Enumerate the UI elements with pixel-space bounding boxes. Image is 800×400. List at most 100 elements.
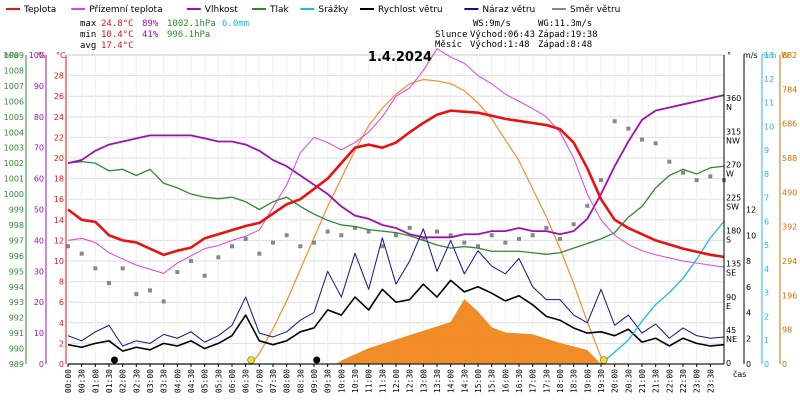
- x-tick-label: 22:00: [665, 369, 674, 393]
- unit-ms: m/s: [743, 51, 758, 60]
- wind-direction-point: [626, 126, 631, 131]
- deg-tick-label: 315: [726, 127, 741, 136]
- x-tick-label: 16:00: [501, 369, 510, 393]
- x-tick-label: 15:00: [474, 369, 483, 393]
- hpa-tick-label: 1002: [4, 159, 24, 168]
- wind-speed-line: [67, 279, 725, 352]
- pct-tick-label: 0: [39, 360, 44, 369]
- x-tick-label: 20:30: [624, 369, 633, 393]
- x-tick-label: 21:30: [652, 369, 661, 393]
- wind-direction-point: [653, 141, 658, 146]
- info-ws: WS:9m/s: [473, 19, 511, 29]
- mm-tick-label: 13: [764, 51, 774, 60]
- stats-min-label: min: [80, 30, 96, 40]
- x-tick-label: 03:30: [160, 369, 169, 393]
- x-tick-label: 08:00: [283, 369, 292, 393]
- hpa-tick-label: 1006: [4, 97, 24, 106]
- wind-direction-point: [312, 240, 316, 245]
- pct-tick-label: 30: [34, 267, 44, 276]
- wind-direction-point: [558, 236, 562, 241]
- info-wg: WG:11.3m/s: [538, 19, 592, 29]
- wind-direction-point: [257, 251, 262, 256]
- plot-series: [66, 48, 726, 365]
- unit-time: čas: [733, 369, 746, 379]
- pct-tick-label: 70: [34, 144, 44, 153]
- ms-tick-label: 12: [746, 206, 756, 215]
- wind-direction-point: [66, 244, 70, 249]
- temp-tick-label: 12: [54, 236, 64, 245]
- wind-direction-point: [681, 170, 685, 175]
- wind-direction-point: [339, 233, 344, 238]
- wind-direction-point: [448, 233, 453, 238]
- x-tick-label: 01:00: [91, 369, 100, 393]
- pct-tick-label: 100: [29, 51, 44, 60]
- wind-direction-point: [366, 229, 371, 234]
- wind-direction-point: [107, 281, 111, 286]
- stats-max-rain: 6.0mm: [222, 19, 249, 29]
- wind-direction-point: [394, 233, 398, 238]
- mm-tick-label: 7: [764, 194, 769, 203]
- wind-direction-point: [708, 174, 713, 179]
- unit-hpa: hPa: [4, 51, 19, 60]
- x-tick-label: 04:00: [173, 369, 182, 393]
- hpa-tick-label: 999: [9, 206, 24, 215]
- x-tick-label: 17:30: [542, 369, 551, 393]
- mm-tick-label: 11: [764, 99, 774, 108]
- temp-tick-label: 8: [59, 278, 64, 287]
- pct-tick-label: 50: [34, 206, 44, 215]
- wm2-tick-label: 196: [782, 291, 797, 300]
- x-tick-label: 22:30: [679, 369, 688, 393]
- temp-tick-label: 14: [54, 216, 64, 225]
- deg-tick-compass: SE: [726, 269, 736, 278]
- wind-direction-point: [271, 240, 275, 245]
- unit-wm2: W: [781, 51, 789, 60]
- x-tick-label: 20:00: [611, 369, 620, 393]
- hpa-tick-label: 1000: [4, 190, 24, 199]
- pct-tick-label: 40: [34, 236, 44, 245]
- unit-temp: °C: [56, 51, 66, 60]
- wm2-tick-label: 98: [782, 326, 792, 335]
- x-tick-label: 02:30: [132, 369, 141, 393]
- wind-direction-point: [120, 266, 125, 271]
- info-sunrise: Východ:06:43: [470, 30, 535, 40]
- x-tick-label: 05:30: [214, 369, 223, 393]
- x-tick-label: 09:00: [310, 369, 319, 393]
- deg-tick-label: 135: [726, 260, 741, 269]
- wm2-tick-label: 490: [782, 188, 797, 197]
- hpa-tick-label: 1009: [4, 51, 24, 60]
- stats-avg-label: avg: [80, 41, 96, 51]
- wind-direction-point: [503, 240, 508, 245]
- wind-direction-point: [640, 137, 644, 142]
- deg-tick-compass: NW: [726, 136, 740, 145]
- unit-mm: mm: [761, 51, 777, 60]
- unit-deg: °: [727, 51, 731, 60]
- legend-label: Náraz větru: [482, 5, 535, 15]
- legend-label: Tlak: [269, 5, 290, 15]
- stats-max-hum: 89%: [142, 19, 159, 29]
- stats-block: max 24.8°C 89% 1002.1hPa 6.0mm min 10.4°…: [80, 19, 249, 51]
- wind-direction-point: [612, 119, 617, 124]
- stats-min-temp: 10.4°C: [101, 30, 134, 40]
- stats-min-hum: 41%: [142, 30, 159, 40]
- pct-tick-label: 10: [34, 329, 44, 338]
- wind-direction-point: [544, 225, 549, 230]
- stats-max-temp: 24.8°C: [101, 19, 134, 29]
- wm2-tick-label: 882: [782, 51, 797, 60]
- mm-tick-label: 1: [764, 336, 769, 345]
- wm2-tick-label: 392: [782, 223, 797, 232]
- moon-marker: [110, 356, 118, 364]
- wm2-tick-label: 0: [782, 360, 787, 369]
- hpa-tick-label: 1003: [4, 144, 24, 153]
- ms-tick-label: 6: [746, 283, 751, 292]
- deg-tick-compass: W: [726, 169, 734, 178]
- x-tick-label: 07:00: [255, 369, 264, 393]
- info-moonrise: Východ:1:48: [470, 40, 530, 50]
- wm2-tick-label: 588: [782, 154, 797, 163]
- temp-tick-label: 22: [54, 133, 64, 142]
- sun-radiation-area: [68, 299, 724, 364]
- plot-fills: [68, 299, 724, 364]
- mm-tick-label: 10: [764, 122, 774, 131]
- ms-tick-label: 8: [746, 257, 751, 266]
- wind-direction-point: [517, 236, 521, 241]
- x-tick-label: 10:00: [337, 369, 346, 393]
